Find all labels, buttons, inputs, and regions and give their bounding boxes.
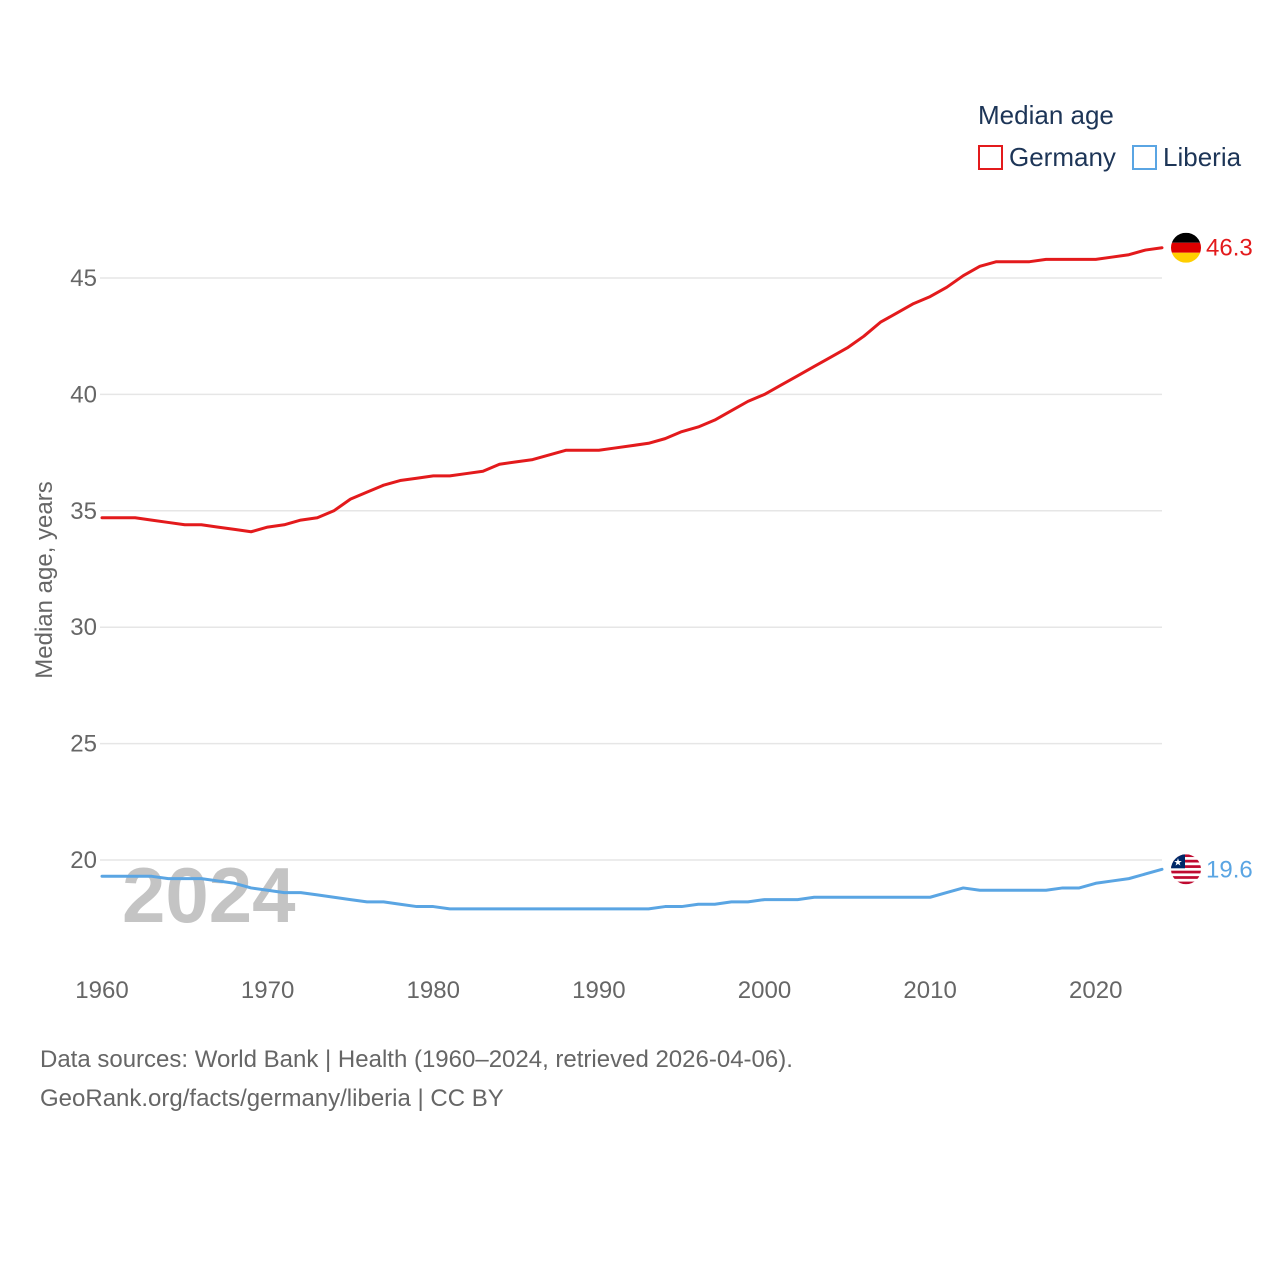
grid-lines <box>100 277 1162 861</box>
y-axis-ticks: 20 25 30 35 40 45 <box>70 265 97 874</box>
flag-body <box>1171 232 1201 263</box>
median-age-line-chart: 20 25 30 35 40 45 1960 1970 1980 1990 2000 2010 202… <box>31 100 1253 1004</box>
data-sources-text: Data sources: World Bank | Health (1960–… <box>40 1046 793 1073</box>
end-value-label-germany: 46.3 <box>1206 235 1253 262</box>
x-tick-label: 1960 <box>75 977 128 1004</box>
x-axis-ticks: 1960 1970 1980 1990 2000 2010 2020 <box>75 977 1122 1004</box>
flag-stripe-red <box>1171 881 1201 885</box>
legend-swatch-germany[interactable] <box>978 145 1003 170</box>
flag-stripe-red <box>1171 876 1201 879</box>
flag-body: ★ <box>1171 854 1201 885</box>
flag-stripe-red <box>1171 865 1201 868</box>
y-tick-label: 25 <box>70 731 97 758</box>
y-tick-label: 20 <box>70 847 97 874</box>
y-tick-label: 30 <box>70 614 97 641</box>
end-value-label-liberia: 19.6 <box>1206 856 1253 883</box>
series-line-germany <box>100 246 1164 534</box>
x-tick-label: 1990 <box>572 977 625 1004</box>
x-tick-label: 2010 <box>903 977 956 1004</box>
flag-stripe-red <box>1171 854 1201 858</box>
end-markers: 46.3 ★ 19.6 <box>1171 232 1253 885</box>
y-tick-label: 40 <box>70 381 97 408</box>
flag-stripe-red <box>1171 242 1201 253</box>
flag-stripe-gold <box>1171 252 1201 263</box>
series-line-liberia <box>100 867 1164 911</box>
footer: Data sources: World Bank | Health (1960–… <box>40 1040 793 1118</box>
y-axis-label: Median age, years <box>31 481 58 678</box>
y-tick-label: 45 <box>70 265 97 292</box>
year-watermark: 2024 <box>122 851 296 939</box>
liberia-flag-icon: ★ <box>1171 854 1201 885</box>
legend-title: Median age <box>978 100 1114 130</box>
flag-stripe-black <box>1171 232 1201 243</box>
y-tick-label: 35 <box>70 498 97 525</box>
flag-star: ★ <box>1174 857 1183 868</box>
germany-flag-icon <box>1171 232 1201 263</box>
legend-swatch-liberia[interactable] <box>1132 145 1157 170</box>
legend: Median age Germany Liberia <box>978 100 1242 172</box>
flag-stripe-red <box>1171 859 1201 863</box>
flag-stripe-red <box>1171 870 1201 874</box>
x-tick-label: 1970 <box>241 977 294 1004</box>
series-lines <box>100 246 1164 911</box>
x-tick-label: 2000 <box>738 977 791 1004</box>
legend-label-germany[interactable]: Germany <box>1009 142 1116 172</box>
x-tick-label: 1980 <box>407 977 460 1004</box>
legend-label-liberia[interactable]: Liberia <box>1163 142 1242 172</box>
attribution-text: GeoRank.org/facts/germany/liberia | CC B… <box>40 1085 504 1112</box>
x-tick-label: 2020 <box>1069 977 1122 1004</box>
